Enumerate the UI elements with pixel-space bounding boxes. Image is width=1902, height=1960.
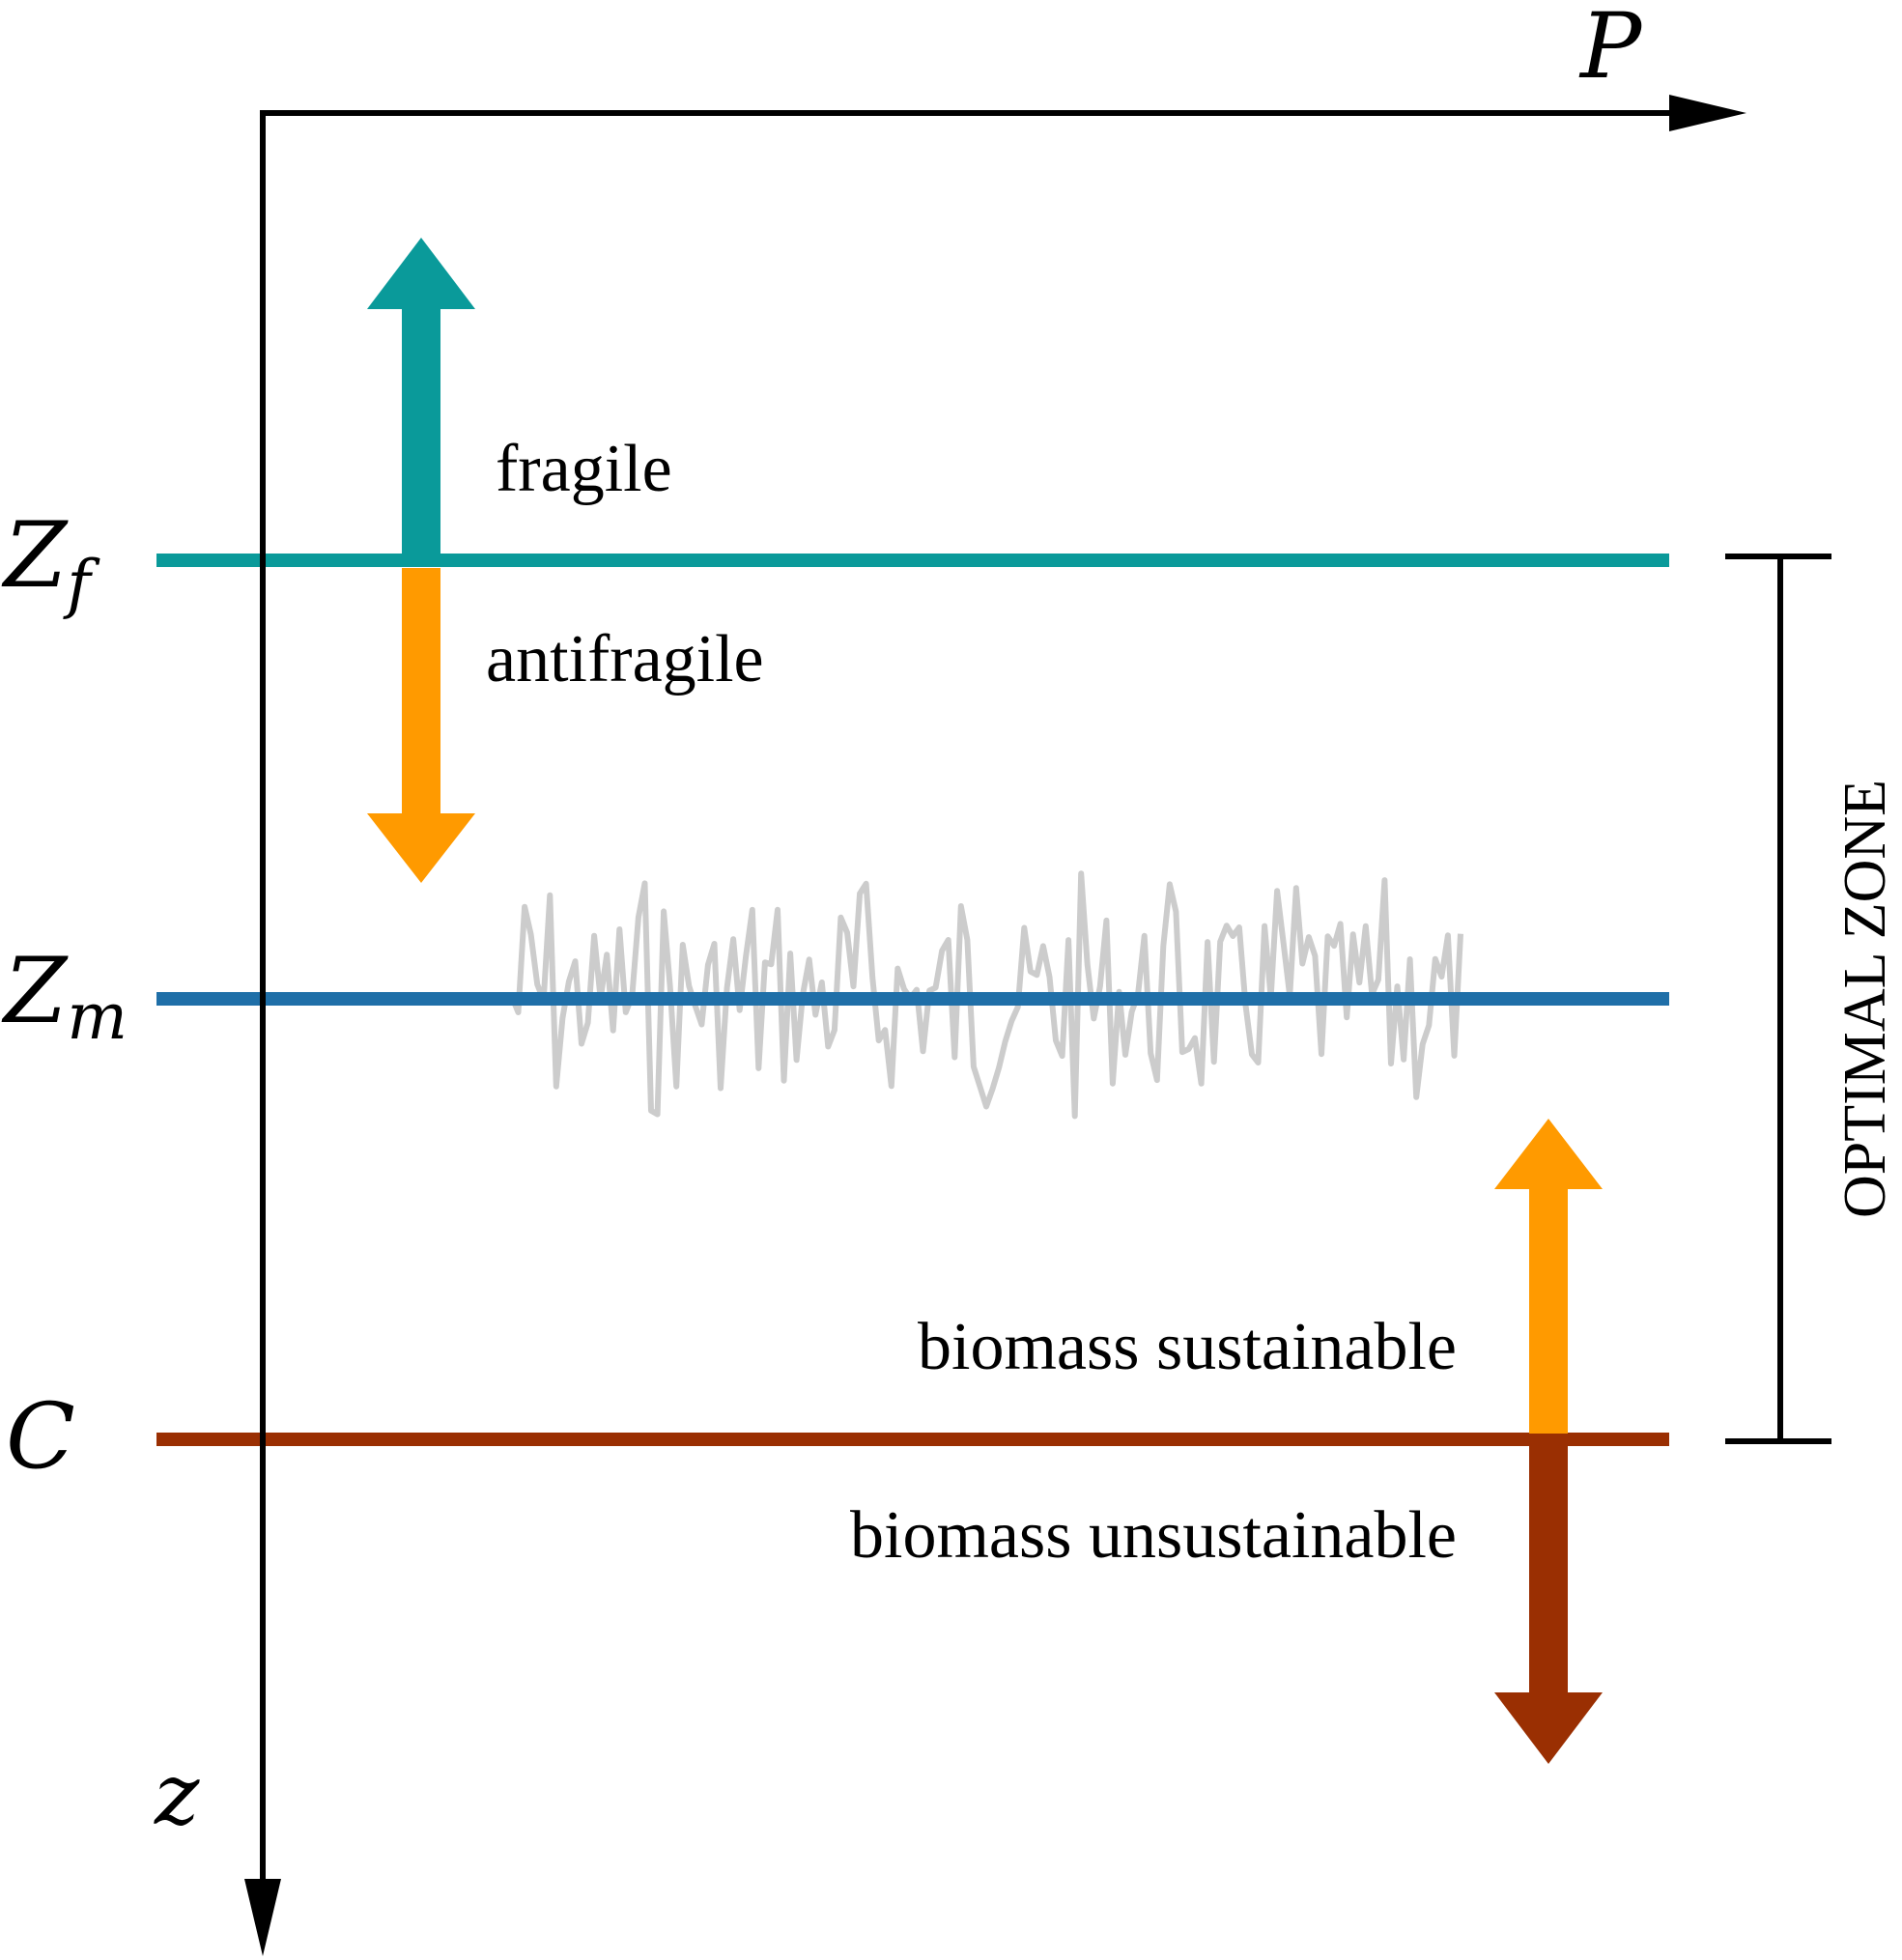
p-axis-label: P: [1578, 0, 1643, 99]
biomass-unsustainable-arrow: [1494, 1446, 1603, 1764]
p-axis-arrowhead: [1669, 95, 1746, 131]
antifragile-arrow: [367, 568, 475, 883]
z-axis-arrowhead: [244, 1879, 281, 1956]
fluctuation-signal: [509, 870, 1463, 1120]
antifragile-label: antifragile: [486, 622, 764, 696]
z-axis: [244, 110, 281, 1956]
fragile-label: fragile: [496, 432, 672, 506]
zf-label: Zf: [1, 503, 100, 621]
c-label: C: [6, 1384, 75, 1490]
optimal-zone-label: OPTIMAL ZONE: [1832, 780, 1898, 1218]
biomass-unsustainable-label: biomass unsustainable: [850, 1498, 1457, 1573]
p-axis: [263, 95, 1746, 131]
optimal-zone-bracket: [1725, 554, 1831, 1444]
zm-label: Zm: [1, 939, 128, 1054]
biomass-sustainable-label: biomass sustainable: [918, 1310, 1457, 1384]
fragile-arrow: [367, 238, 475, 561]
z-axis-label: z: [154, 1745, 200, 1844]
biomass-sustainable-arrow: [1494, 1119, 1603, 1434]
